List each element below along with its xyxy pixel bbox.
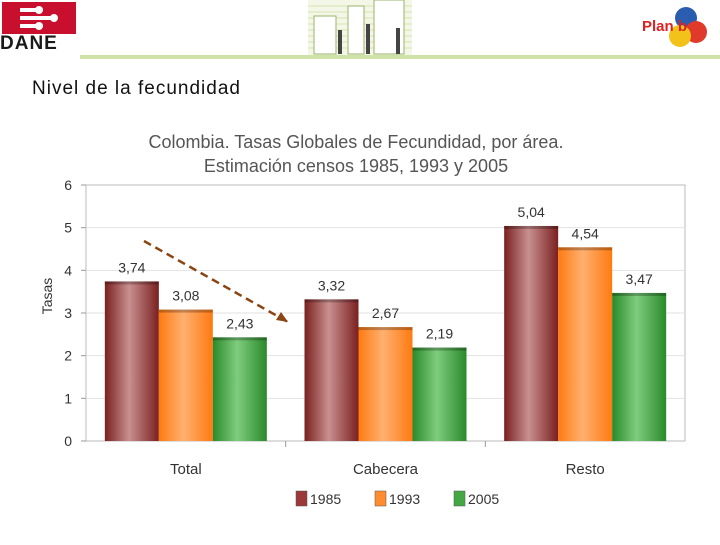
bar-value-label: 2,43 (226, 315, 253, 331)
bar-value-label: 5,04 (518, 204, 545, 220)
x-category-label: Total (170, 461, 202, 478)
bar-value-label: 4,54 (572, 225, 599, 241)
bar-value-label: 3,32 (318, 277, 345, 293)
plan-b-circles-icon (669, 7, 707, 47)
dane-logo-mark-icon (2, 2, 76, 34)
bar-total-1993 (158, 309, 213, 441)
trend-arrow (143, 239, 289, 324)
y-tick-label: 5 (64, 220, 72, 236)
y-tick-label: 6 (64, 177, 72, 193)
bar-top-shade (212, 337, 267, 341)
header: DANE Plan b (0, 0, 720, 62)
x-category-label: Cabecera (353, 461, 419, 478)
bar-total-2005 (212, 337, 267, 441)
chart-title: Colombia. Tasas Globales de Fecundidad, … (149, 132, 564, 152)
bar-value-label: 3,74 (118, 259, 145, 275)
bar-top-shade (612, 292, 667, 296)
bar-total-1985 (104, 281, 159, 441)
y-tick-label: 0 (64, 433, 72, 449)
y-tick-label: 1 (64, 390, 72, 406)
dane-logo-text: DANE (0, 33, 58, 54)
x-category-label: Resto (566, 461, 605, 478)
bar-resto-2005 (612, 292, 667, 441)
bar-top-shade (412, 347, 467, 351)
bar-cabecera-2005 (412, 347, 467, 441)
header-building-graphic (308, 0, 412, 56)
trend-arrow-head-icon (276, 312, 288, 322)
legend-label-2005: 2005 (468, 491, 499, 507)
y-tick-label: 2 (64, 348, 72, 364)
bar-top-shade (504, 225, 559, 229)
chart-subtitle: Estimación censos 1985, 1993 y 2005 (204, 156, 508, 176)
bar-value-label: 2,19 (426, 326, 453, 342)
bar-cabecera-1985 (304, 299, 359, 441)
y-axis-label: Tasas (39, 278, 55, 315)
legend-swatch-1985 (295, 490, 308, 507)
dane-logo: DANE (0, 0, 80, 56)
y-tick-label: 4 (64, 262, 72, 278)
bar-top-shade (358, 327, 413, 331)
bar-top-shade (304, 299, 359, 303)
bar-resto-1993 (558, 247, 613, 441)
plan-b-logo: Plan b (636, 4, 714, 52)
bar-top-shade (158, 309, 213, 313)
bar-cabecera-1993 (358, 327, 413, 441)
bar-top-shade (104, 281, 159, 285)
y-tick-label: 3 (64, 305, 72, 321)
plan-b-logo-text: Plan b (642, 18, 688, 35)
bar-value-label: 3,47 (626, 271, 653, 287)
legend-label-1985: 1985 (310, 491, 341, 507)
bar-value-label: 3,08 (172, 288, 199, 304)
bar-resto-1985 (504, 225, 559, 441)
bar-top-shade (558, 247, 613, 251)
legend-label-1993: 1993 (389, 491, 420, 507)
page-title: Nivel de la fecundidad (32, 78, 241, 99)
legend-swatch-1993 (374, 490, 387, 507)
header-divider (80, 55, 720, 59)
legend-swatch-2005 (453, 490, 466, 507)
bar-value-label: 2,67 (372, 305, 399, 321)
